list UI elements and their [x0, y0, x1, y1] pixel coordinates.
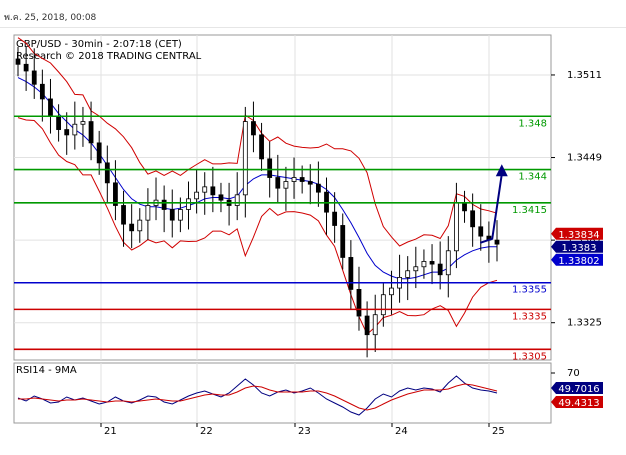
candle-body	[23, 63, 29, 72]
candle-body	[218, 194, 224, 201]
candle-body	[348, 257, 354, 290]
bollinger-lower	[17, 117, 498, 336]
candle-body	[494, 239, 500, 245]
candle-body	[129, 223, 135, 232]
rsi-price-tag-label: 49.4313	[558, 398, 599, 409]
candle-body	[291, 177, 297, 182]
candle-body	[39, 83, 45, 100]
x-tick-label: 24	[395, 426, 408, 437]
price-tag	[551, 253, 603, 266]
candle-body	[267, 158, 273, 178]
candle-body	[454, 202, 459, 252]
candle-body	[72, 123, 78, 136]
bollinger-upper	[17, 37, 498, 247]
candle-body	[80, 121, 86, 125]
candle-body	[283, 181, 289, 189]
candle-body	[161, 199, 167, 210]
projection-arrow	[479, 174, 503, 244]
rsi-ma-line	[18, 383, 498, 411]
price-tag	[551, 227, 603, 240]
candle-body	[421, 261, 427, 268]
rsi-plot-frame	[13, 362, 552, 424]
candle-body	[389, 287, 394, 296]
price-tag	[551, 240, 603, 253]
y-tick-label: 1.3449	[567, 153, 602, 164]
level-label: 1.3335	[512, 311, 547, 322]
rsi-y-tick-label: 70	[567, 368, 580, 379]
level-label: 1.3305	[512, 351, 547, 362]
candle-body	[56, 115, 61, 130]
candle-body	[478, 226, 484, 237]
candle-body	[299, 177, 305, 182]
x-tick-label: 21	[104, 426, 117, 437]
candle-body	[380, 294, 386, 316]
candle-body	[88, 121, 94, 144]
candle-body	[405, 270, 411, 278]
level-label: 1.344	[518, 172, 547, 183]
x-tick-label: 25	[492, 426, 505, 437]
y-tick-label: 1.3387	[567, 235, 602, 246]
top-bar: พ.ค. 25, 2018, 00:08	[0, 0, 626, 28]
candle-body	[64, 129, 70, 136]
candle-body	[332, 211, 338, 226]
rsi-price-tag	[551, 396, 603, 408]
candle-body	[462, 202, 467, 212]
candle-body	[104, 162, 110, 184]
candle-body	[113, 182, 118, 206]
candle-body	[372, 314, 378, 336]
candle-body	[356, 289, 362, 317]
candle-body	[169, 209, 175, 221]
price-tag-label: 1.33802	[558, 256, 599, 267]
candle-body	[234, 194, 240, 206]
rsi-price-tag	[551, 382, 603, 394]
candle-body	[202, 186, 208, 193]
rsi-line	[17, 375, 498, 416]
candle-body	[96, 142, 102, 164]
candle-body	[242, 121, 248, 196]
price-tag-label: 1.33834	[558, 230, 599, 241]
candle-body	[31, 70, 37, 85]
main-plot-frame	[13, 34, 552, 361]
candle-body	[15, 58, 21, 65]
candle-body	[137, 219, 143, 232]
candle-body	[470, 210, 476, 228]
rsi-title: RSI14 - 9MA	[16, 365, 77, 376]
candle-body	[413, 266, 419, 272]
y-tick-label: 1.3325	[567, 318, 602, 329]
candle-body	[275, 177, 281, 189]
chart-title: GBP/USD - 30min - 2:07:18 (CET)	[16, 39, 182, 50]
candle-body	[307, 181, 313, 185]
candle-body	[48, 98, 53, 117]
candle-body	[445, 250, 451, 276]
candle-body	[177, 209, 183, 221]
chart-subtitle: Research © 2018 TRADING CENTRAL	[16, 51, 202, 62]
candle-body	[364, 315, 370, 336]
rsi-price-tag-label: 49.7016	[558, 384, 599, 395]
projection-arrowhead	[495, 164, 508, 177]
price-tag-label: 1.3383	[562, 243, 597, 254]
level-label: 1.3415	[512, 205, 547, 216]
timestamp: พ.ค. 25, 2018, 00:08	[4, 13, 97, 23]
y-tick-label: 1.3511	[567, 70, 602, 81]
candle-body	[210, 186, 216, 196]
level-label: 1.348	[518, 118, 547, 129]
candle-body	[437, 263, 443, 276]
candle-body	[429, 261, 435, 265]
candle-body	[194, 191, 200, 200]
candle-body	[121, 205, 126, 225]
candle-body	[251, 121, 256, 136]
x-tick-label: 23	[298, 426, 311, 437]
x-tick-label: 22	[200, 426, 213, 437]
candle-body	[340, 225, 346, 258]
level-label: 1.3355	[512, 285, 547, 296]
candle-body	[186, 198, 191, 210]
candle-body	[145, 205, 151, 221]
candle-body	[259, 134, 264, 160]
candle-body	[315, 183, 321, 193]
